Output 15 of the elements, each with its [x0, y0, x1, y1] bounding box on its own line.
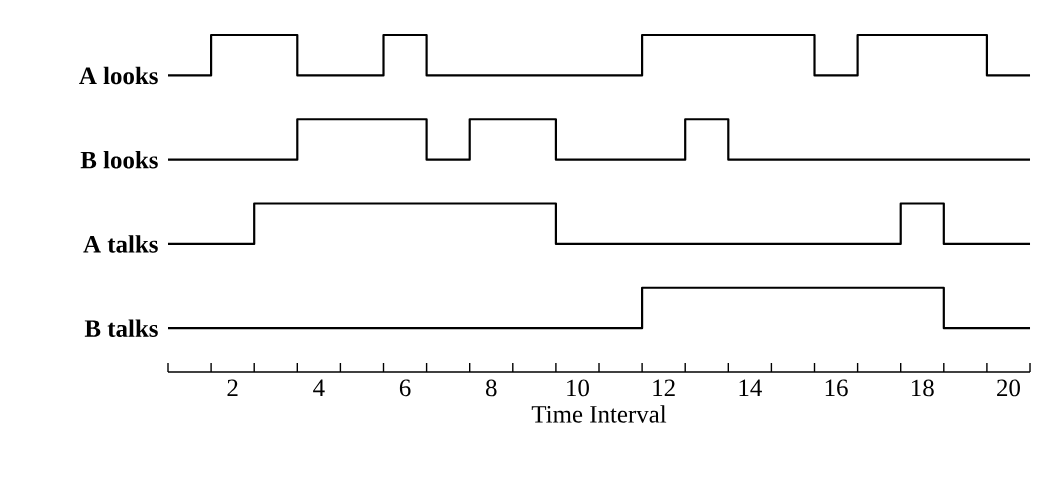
x-tick-label: 8 [485, 379, 497, 397]
x-tick-label: 16 [825, 379, 848, 397]
x-axis-title: Time Interval [531, 405, 667, 423]
x-tick-label: 12 [653, 379, 675, 397]
series-label: A looks [79, 66, 158, 85]
series-label: B talks [84, 319, 158, 337]
x-tick-label: 14 [739, 379, 762, 396]
x-tick-label: 10 [567, 379, 589, 397]
series-label: B looks [80, 150, 158, 169]
x-tick-label: 2 [227, 379, 238, 397]
x-tick-label: 20 [997, 379, 1020, 397]
series-label: A talks [83, 235, 158, 253]
x-tick-label: 18 [911, 379, 934, 397]
x-tick-label: 4 [313, 379, 325, 396]
x-tick-label: 6 [399, 379, 411, 397]
